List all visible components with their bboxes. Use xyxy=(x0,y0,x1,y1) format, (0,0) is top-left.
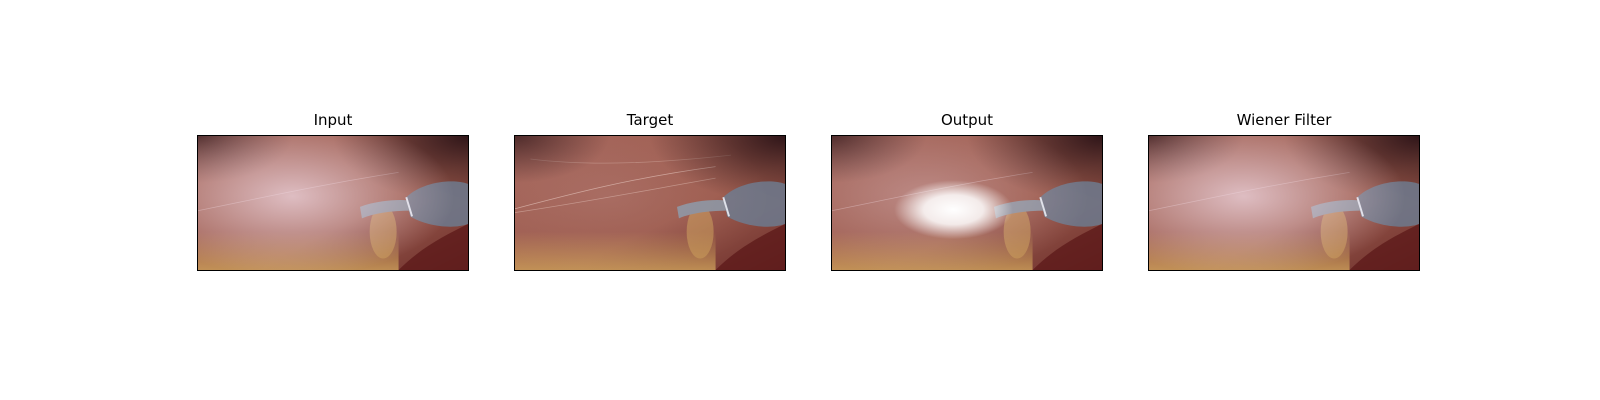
x-tick: 0 xyxy=(831,270,832,271)
panel-title: Input xyxy=(313,111,353,129)
y-tick: 200 xyxy=(197,213,198,214)
y-tick: 300 xyxy=(831,252,832,253)
x-tick: 0 xyxy=(197,270,198,271)
y-tick: 0 xyxy=(831,135,832,136)
y-tick: 200 xyxy=(831,213,832,214)
y-tick: 300 xyxy=(1148,252,1149,253)
x-tick: 600 xyxy=(430,270,431,271)
x-tick: 600 xyxy=(1381,270,1382,271)
y-tick: 100 xyxy=(197,174,198,175)
y-tick: 0 xyxy=(514,135,515,136)
y-tick: 100 xyxy=(831,174,832,175)
x-tick: 0 xyxy=(514,270,515,271)
x-tick: 200 xyxy=(275,270,276,271)
panel-input: Input 0 100 200 300 0 200 400 600 xyxy=(197,0,497,400)
x-tick: 600 xyxy=(747,270,748,271)
y-tick: 100 xyxy=(514,174,515,175)
y-tick: 200 xyxy=(514,213,515,214)
y-tick: 200 xyxy=(1148,213,1149,214)
y-tick: 300 xyxy=(514,252,515,253)
panel-title: Wiener Filter xyxy=(1236,111,1332,129)
panel-title: Output xyxy=(940,111,994,129)
panel-title: Target xyxy=(626,111,674,129)
x-tick: 600 xyxy=(1064,270,1065,271)
surgical-image: 0 100 200 300 0 200 400 600 xyxy=(831,135,1103,271)
y-tick: 300 xyxy=(197,252,198,253)
x-tick: 400 xyxy=(352,270,353,271)
x-tick: 200 xyxy=(1226,270,1227,271)
y-tick: 100 xyxy=(1148,174,1149,175)
panel-target: Target 0 100 200 300 0 200 400 600 xyxy=(514,0,814,400)
panel-wiener-filter: Wiener Filter 0 100 200 300 0 200 400 600 xyxy=(1148,0,1448,400)
surgical-image: 0 100 200 300 0 200 400 600 xyxy=(197,135,469,271)
y-tick: 0 xyxy=(197,135,198,136)
x-tick: 200 xyxy=(909,270,910,271)
x-tick: 0 xyxy=(1148,270,1149,271)
x-tick: 400 xyxy=(669,270,670,271)
surgical-image: 0 100 200 300 0 200 400 600 xyxy=(514,135,786,271)
x-tick: 400 xyxy=(1303,270,1304,271)
surgical-image: 0 100 200 300 0 200 400 600 xyxy=(1148,135,1420,271)
x-tick: 400 xyxy=(986,270,987,271)
x-tick: 200 xyxy=(592,270,593,271)
y-tick: 0 xyxy=(1148,135,1149,136)
panel-output: Output 0 100 200 300 0 200 400 600 xyxy=(831,0,1131,400)
